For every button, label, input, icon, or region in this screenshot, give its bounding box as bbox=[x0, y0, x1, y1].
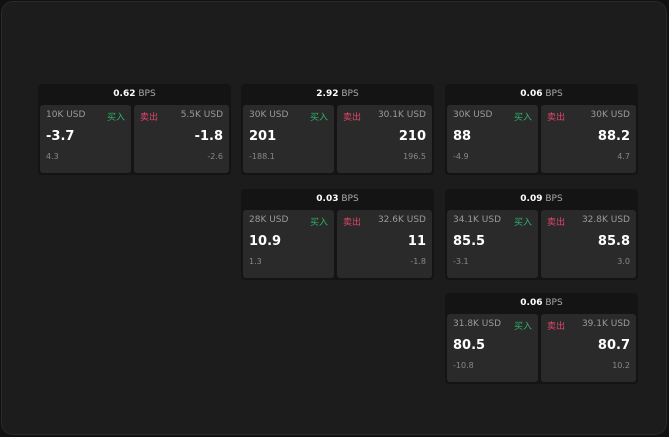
spread-header: 0.09 BPS bbox=[445, 189, 638, 209]
sell-button[interactable]: 卖出 32.8K USD 85.8 3.0 bbox=[541, 210, 636, 278]
sell-price: 88.2 bbox=[597, 129, 630, 144]
buy-size: 31.8K USD bbox=[453, 319, 502, 329]
sell-button[interactable]: 卖出 5.5K USD -1.8 -2.6 bbox=[134, 105, 229, 173]
sell-size: 32.8K USD bbox=[581, 215, 630, 225]
spread-unit: BPS bbox=[341, 194, 359, 204]
sell-label: 卖出 bbox=[547, 322, 566, 332]
quote-card: 0.06 BPS 30K USD 买入 88 -4.9 卖出 30K USD 88.… bbox=[445, 84, 638, 175]
buy-change: -10.8 bbox=[453, 361, 474, 370]
buy-size: 28K USD bbox=[249, 215, 289, 225]
buy-label: 买入 bbox=[513, 218, 532, 228]
spread-header: 0.06 BPS bbox=[445, 84, 638, 104]
buy-price: -3.7 bbox=[46, 129, 75, 144]
buy-button[interactable]: 30K USD 买入 201 -188.1 bbox=[243, 105, 334, 173]
buy-price: 10.9 bbox=[249, 234, 282, 249]
quote-card: 0.09 BPS 34.1K USD 买入 85.5 -3.1 卖出 32.8K U… bbox=[445, 189, 638, 280]
sell-change: 10.2 bbox=[612, 361, 630, 370]
spread-header: 0.06 BPS bbox=[445, 293, 638, 313]
sell-button[interactable]: 卖出 30K USD 88.2 4.7 bbox=[541, 105, 636, 173]
spread-value: 2.92 bbox=[316, 89, 339, 99]
spread-header: 0.03 BPS bbox=[241, 189, 434, 209]
quote-card: 0.62 BPS 10K USD 买入 -3.7 4.3 卖出 5.5K USD -… bbox=[38, 84, 231, 175]
spread-header: 2.92 BPS bbox=[241, 84, 434, 104]
spread-header: 0.62 BPS bbox=[38, 84, 231, 104]
sell-size: 39.1K USD bbox=[581, 319, 630, 329]
buy-change: 1.3 bbox=[249, 257, 262, 266]
buy-button[interactable]: 10K USD 买入 -3.7 4.3 bbox=[40, 105, 131, 173]
buy-label: 买入 bbox=[309, 218, 328, 228]
sell-change: -1.8 bbox=[410, 257, 426, 266]
sell-change: 4.7 bbox=[617, 152, 630, 161]
sell-change: 3.0 bbox=[617, 257, 630, 266]
buy-button[interactable]: 30K USD 买入 88 -4.9 bbox=[447, 105, 538, 173]
spread-unit: BPS bbox=[545, 194, 563, 204]
sell-button[interactable]: 卖出 30.1K USD 210 196.5 bbox=[337, 105, 432, 173]
sell-change: 196.5 bbox=[403, 152, 426, 161]
sell-label: 卖出 bbox=[547, 113, 566, 123]
sell-label: 卖出 bbox=[343, 113, 362, 123]
sell-change: -2.6 bbox=[207, 152, 223, 161]
sell-size: 5.5K USD bbox=[180, 110, 223, 120]
sell-price: -1.8 bbox=[194, 129, 223, 144]
buy-button[interactable]: 28K USD 买入 10.9 1.3 bbox=[243, 210, 334, 278]
sell-size: 30.1K USD bbox=[377, 110, 426, 120]
buy-change: 4.3 bbox=[46, 152, 59, 161]
sell-label: 卖出 bbox=[343, 218, 362, 228]
buy-button[interactable]: 31.8K USD 买入 80.5 -10.8 bbox=[447, 314, 538, 382]
sell-label: 卖出 bbox=[547, 218, 566, 228]
sell-price: 210 bbox=[398, 129, 426, 144]
buy-button[interactable]: 34.1K USD 买入 85.5 -3.1 bbox=[447, 210, 538, 278]
buy-price: 201 bbox=[249, 129, 277, 144]
buy-change: -3.1 bbox=[453, 257, 469, 266]
spread-value: 0.09 bbox=[520, 194, 543, 204]
buy-label: 买入 bbox=[513, 322, 532, 332]
quote-card: 0.03 BPS 28K USD 买入 10.9 1.3 卖出 32.6K USD … bbox=[241, 189, 434, 280]
spread-value: 0.06 bbox=[520, 89, 543, 99]
spread-value: 0.62 bbox=[113, 89, 136, 99]
spread-unit: BPS bbox=[138, 89, 156, 99]
buy-price: 88 bbox=[453, 129, 472, 144]
sell-size: 30K USD bbox=[590, 110, 630, 120]
buy-label: 买入 bbox=[309, 113, 328, 123]
buy-label: 买入 bbox=[513, 113, 532, 123]
sell-price: 85.8 bbox=[597, 234, 630, 249]
quote-card: 0.06 BPS 31.8K USD 买入 80.5 -10.8 卖出 39.1K … bbox=[445, 293, 638, 384]
sell-price: 80.7 bbox=[597, 338, 630, 353]
buy-label: 买入 bbox=[106, 113, 125, 123]
sell-button[interactable]: 卖出 32.6K USD 11 -1.8 bbox=[337, 210, 432, 278]
sell-size: 32.6K USD bbox=[377, 215, 426, 225]
quote-card: 2.92 BPS 30K USD 买入 201 -188.1 卖出 30.1K US… bbox=[241, 84, 434, 175]
sell-label: 卖出 bbox=[140, 113, 159, 123]
buy-price: 80.5 bbox=[453, 338, 486, 353]
buy-size: 30K USD bbox=[249, 110, 289, 120]
buy-change: -188.1 bbox=[249, 152, 275, 161]
spread-value: 0.06 bbox=[520, 298, 543, 308]
spread-value: 0.03 bbox=[316, 194, 339, 204]
sell-price: 11 bbox=[407, 234, 426, 249]
buy-size: 10K USD bbox=[46, 110, 86, 120]
buy-size: 30K USD bbox=[453, 110, 493, 120]
buy-change: -4.9 bbox=[453, 152, 469, 161]
buy-price: 85.5 bbox=[453, 234, 486, 249]
spread-unit: BPS bbox=[341, 89, 359, 99]
sell-button[interactable]: 卖出 39.1K USD 80.7 10.2 bbox=[541, 314, 636, 382]
spread-unit: BPS bbox=[545, 89, 563, 99]
spread-unit: BPS bbox=[545, 298, 563, 308]
buy-size: 34.1K USD bbox=[453, 215, 502, 225]
